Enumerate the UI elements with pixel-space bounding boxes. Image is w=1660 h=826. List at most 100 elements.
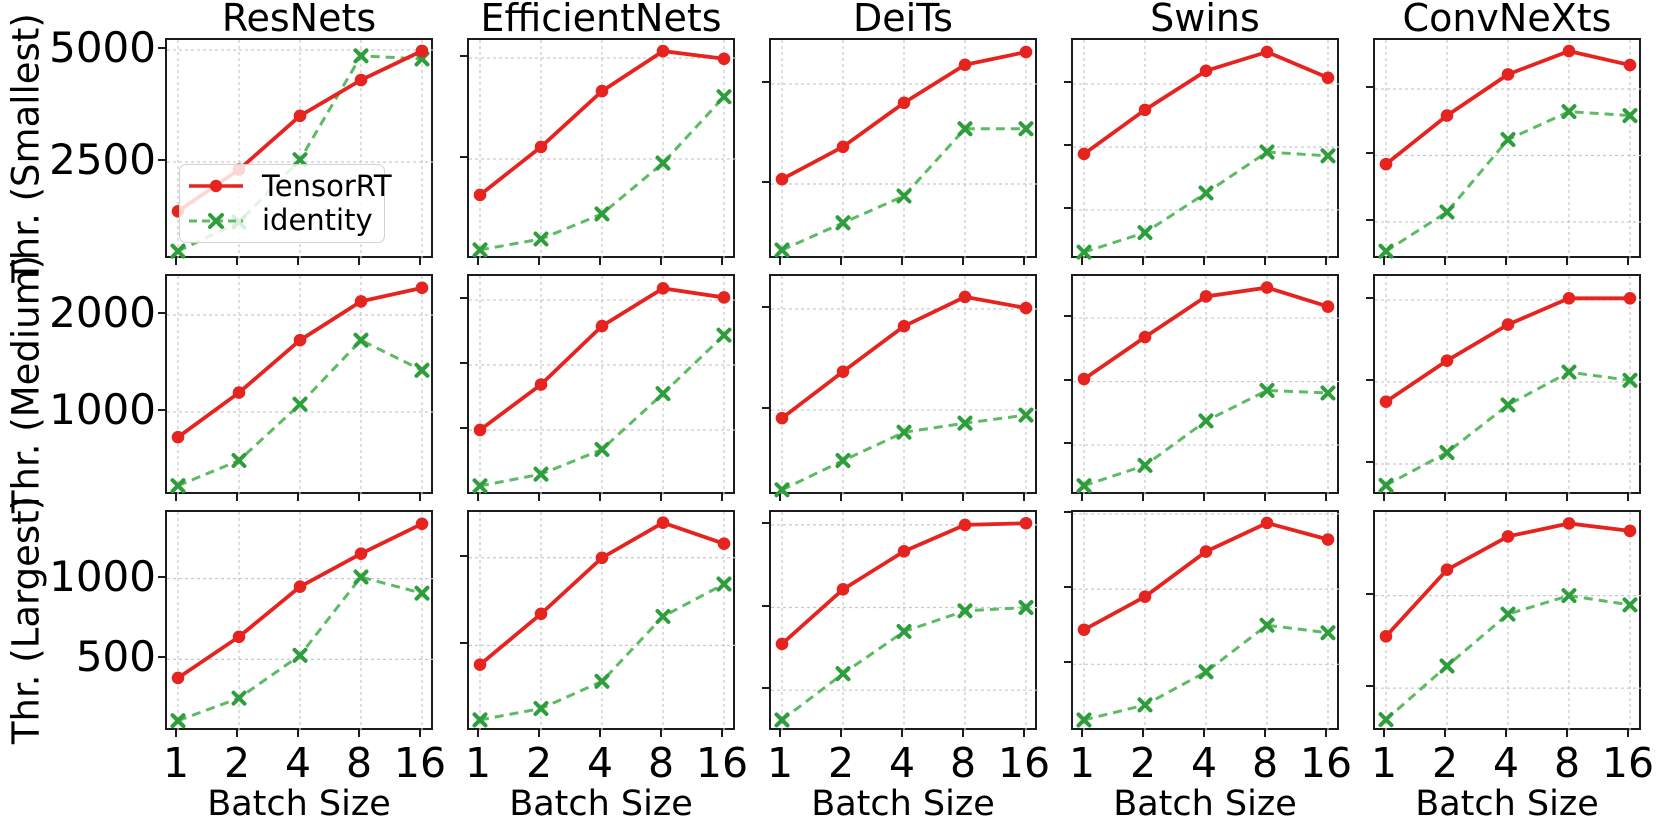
tensorrt-point: [1321, 71, 1335, 85]
y-tickmark: [158, 159, 165, 161]
x-tickmark: [1023, 258, 1025, 265]
x-tickmark: [358, 258, 360, 265]
tensorrt-point: [656, 282, 670, 295]
y-tickmark: [1064, 144, 1071, 146]
tensorrt-point: [1260, 281, 1274, 294]
x-axis-label: Batch Size: [509, 784, 693, 824]
tensorrt-point: [1260, 516, 1274, 530]
x-tickmark: [1081, 730, 1083, 737]
identity-point: [1198, 664, 1214, 680]
x-tickmark: [962, 258, 964, 265]
x-tickmark: [1444, 494, 1446, 501]
x-tick-label: 1: [464, 739, 492, 787]
x-tickmark: [721, 258, 723, 265]
tensorrt-point: [534, 140, 548, 154]
x-tickmark: [419, 494, 421, 501]
x-tickmark: [477, 494, 479, 501]
identity-point: [835, 666, 851, 682]
identity-line: [1385, 370, 1631, 487]
identity-point: [533, 466, 549, 482]
tensorrt-point: [1623, 524, 1637, 538]
identity-point: [1561, 364, 1577, 380]
identity-point: [1622, 597, 1638, 613]
y-tickmark: [762, 687, 769, 690]
y-tickmark: [460, 362, 467, 364]
subplot-convnexts-smallest: [1373, 38, 1643, 260]
x-tickmark: [1142, 258, 1144, 265]
tensorrt-point: [656, 44, 670, 58]
tensorrt-point: [232, 386, 246, 399]
x-tickmark: [1023, 494, 1025, 501]
x-tickmark: [1203, 258, 1205, 265]
x-tickmark: [236, 258, 238, 265]
tensorrt-point: [415, 281, 429, 295]
x-tickmark: [538, 494, 540, 501]
y-tickmark: [460, 297, 467, 300]
identity-point: [533, 701, 549, 717]
tensorrt-point: [1440, 109, 1454, 122]
subplot-efficientnets-largest: [467, 510, 737, 732]
x-tickmark: [1566, 730, 1568, 737]
tensorrt-point: [1501, 530, 1515, 543]
identity-point: [1500, 397, 1516, 413]
x-tickmark: [1627, 258, 1629, 265]
x-tick-label: 8: [345, 739, 373, 787]
identity-line: [781, 413, 1027, 492]
identity-point: [1320, 625, 1336, 641]
plot-area: [1375, 276, 1643, 496]
subplot-swins-medium: [1071, 274, 1341, 496]
identity-point: [1018, 600, 1034, 616]
x-tick-label: 4: [284, 739, 312, 787]
x-tickmark: [297, 258, 299, 265]
x-tickmark: [840, 494, 842, 501]
tensorrt-point: [473, 423, 487, 437]
x-tickmark: [419, 730, 421, 737]
x-tickmark: [297, 494, 299, 501]
identity-point: [472, 712, 488, 728]
tensorrt-point: [836, 365, 850, 378]
subplot-swins-largest: [1071, 510, 1341, 732]
identity-point: [835, 453, 851, 469]
x-tickmark: [358, 494, 360, 501]
x-tickmark: [1264, 258, 1266, 265]
identity-point: [1439, 658, 1455, 674]
x-tickmark: [599, 730, 601, 737]
y-tickmark: [1366, 461, 1373, 463]
tensorrt-point: [836, 140, 850, 154]
tensorrt-point: [354, 295, 368, 308]
y-tickmark: [1064, 206, 1071, 209]
identity-point: [1198, 413, 1214, 429]
tensorrt-point: [897, 319, 911, 333]
identity-point: [1259, 382, 1275, 398]
identity-point: [896, 624, 912, 640]
y-tickmark: [1064, 510, 1071, 513]
y-tickmark: [1064, 661, 1071, 664]
identity-point: [655, 155, 671, 171]
identity-point: [1198, 185, 1214, 201]
x-tickmark: [1383, 494, 1385, 501]
x-tickmark: [962, 730, 964, 737]
x-tickmark: [1505, 730, 1507, 737]
identity-point: [716, 327, 732, 343]
plot-area: [771, 512, 1039, 732]
tensorrt-point: [775, 637, 789, 651]
y-tickmark: [762, 604, 769, 607]
identity-point: [1378, 712, 1394, 728]
tensorrt-point: [293, 580, 307, 594]
identity-point: [716, 576, 732, 592]
tensorrt-point: [1138, 330, 1152, 344]
x-tickmark: [358, 730, 360, 737]
identity-point: [353, 332, 369, 348]
legend-label-identity: identity: [262, 203, 373, 238]
identity-point: [414, 362, 430, 378]
identity-point: [414, 585, 430, 601]
x-tickmark: [538, 730, 540, 737]
y-tickmark: [762, 306, 769, 309]
x-tick-label: 2: [223, 739, 251, 787]
tensorrt-point: [897, 545, 911, 558]
y-tickmark: [1366, 685, 1373, 688]
x-tickmark: [1203, 494, 1205, 501]
tensorrt-line: [780, 294, 1027, 420]
tensorrt-point: [595, 84, 609, 98]
x-tickmark: [1325, 258, 1327, 265]
